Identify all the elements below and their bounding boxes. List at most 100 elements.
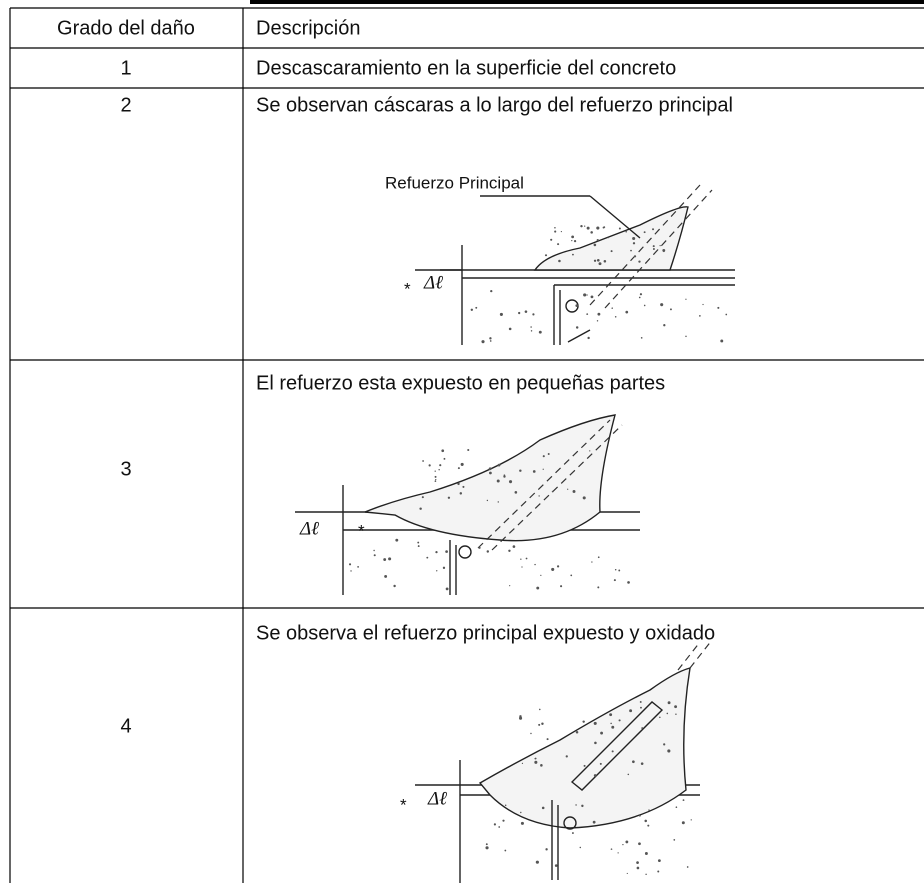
texture-dot — [590, 231, 593, 234]
texture-dot — [457, 482, 460, 486]
texture-dot — [660, 303, 664, 307]
texture-dot — [659, 716, 661, 719]
texture-dot — [675, 713, 677, 715]
grade-cell: 2 — [120, 94, 131, 116]
texture-dot — [534, 563, 536, 566]
texture-dot — [395, 538, 399, 542]
texture-dot — [560, 585, 563, 588]
texture-dot — [600, 731, 603, 735]
texture-dot — [640, 762, 644, 765]
texture-dot — [546, 738, 549, 741]
texture-dot — [648, 809, 650, 811]
texture-dot — [557, 243, 560, 246]
texture-dot — [536, 586, 540, 590]
texture-dot — [587, 336, 590, 340]
texture-dot — [539, 708, 541, 711]
texture-dot — [632, 236, 636, 241]
texture-dot — [638, 814, 641, 817]
texture-dot — [554, 864, 558, 867]
description-cell: Se observan cáscaras a lo largo del refu… — [256, 94, 733, 116]
texture-dot — [618, 227, 621, 230]
texture-dot — [519, 469, 522, 472]
texture-dot — [541, 806, 545, 810]
texture-dot — [641, 727, 644, 729]
texture-dot — [640, 336, 643, 339]
texture-dot — [622, 843, 624, 846]
texture-dot — [550, 238, 553, 241]
texture-dot — [614, 569, 617, 571]
texture-dot — [596, 226, 600, 230]
texture-dot — [485, 843, 488, 846]
texture-dot — [521, 762, 524, 764]
texture-dot — [647, 824, 650, 827]
texture-dot — [597, 556, 600, 559]
texture-dot — [607, 236, 609, 239]
texture-dot — [445, 587, 449, 591]
texture-dot — [663, 324, 666, 327]
texture-dot — [565, 755, 568, 758]
texture-dot — [625, 840, 629, 844]
figure-delta: Δℓ — [427, 788, 447, 809]
texture-dot — [579, 846, 582, 849]
texture-dot — [657, 859, 661, 863]
texture-dot — [544, 254, 548, 257]
texture-dot — [542, 455, 545, 458]
texture-dot — [502, 819, 505, 822]
texture-dot — [599, 762, 602, 765]
texture-dot — [643, 231, 646, 234]
texture-dot — [551, 490, 554, 493]
texture-dot — [686, 866, 689, 868]
texture-dot — [422, 460, 424, 462]
texture-dot — [639, 701, 642, 703]
texture-dot — [639, 293, 643, 296]
texture-dot — [357, 565, 359, 568]
texture-dot — [644, 852, 648, 855]
texture-dot — [499, 312, 503, 316]
texture-dot — [434, 480, 437, 483]
texture-dot — [572, 489, 576, 493]
texture-dot — [636, 861, 639, 864]
texture-dot — [675, 806, 678, 809]
texture-dot — [530, 326, 532, 328]
texture-dot — [590, 295, 594, 299]
texture-dot — [384, 574, 388, 578]
texture-dot — [597, 312, 601, 316]
texture-dot — [497, 501, 499, 503]
texture-dot — [594, 741, 597, 745]
texture-dot — [685, 298, 687, 300]
texture-dot — [625, 230, 628, 233]
texture-dot — [428, 464, 431, 467]
texture-dot — [617, 852, 619, 854]
texture-dot — [373, 554, 376, 557]
texture-dot — [667, 701, 671, 705]
figure-grade-2: Refuerzo Principal * Δℓ — [385, 173, 735, 345]
texture-dot — [610, 722, 612, 725]
texture-dot — [508, 480, 513, 484]
texture-dot — [475, 306, 478, 309]
texture-dot — [417, 541, 420, 544]
figure-marker: * — [400, 795, 407, 814]
texture-dot — [558, 259, 561, 263]
texture-dot — [521, 566, 523, 568]
texture-dot — [630, 249, 632, 252]
texture-dot — [613, 579, 616, 582]
texture-dot — [447, 496, 451, 499]
figure-marker: * — [404, 279, 411, 298]
texture-dot — [583, 293, 587, 297]
cropped-title — [250, 0, 924, 4]
texture-dot — [485, 846, 489, 850]
texture-dot — [435, 551, 438, 554]
texture-dot — [554, 230, 557, 233]
texture-dot — [603, 259, 607, 263]
texture-dot — [582, 496, 586, 500]
texture-dot — [508, 327, 512, 331]
texture-dot — [441, 449, 445, 453]
texture-dot — [551, 567, 555, 571]
texture-dot — [575, 304, 579, 308]
figure-label: Refuerzo Principal — [385, 173, 524, 192]
texture-dot — [567, 488, 569, 490]
texture-dot — [530, 732, 532, 735]
texture-dot — [530, 330, 533, 332]
texture-dot — [609, 713, 613, 717]
texture-dot — [575, 326, 579, 329]
